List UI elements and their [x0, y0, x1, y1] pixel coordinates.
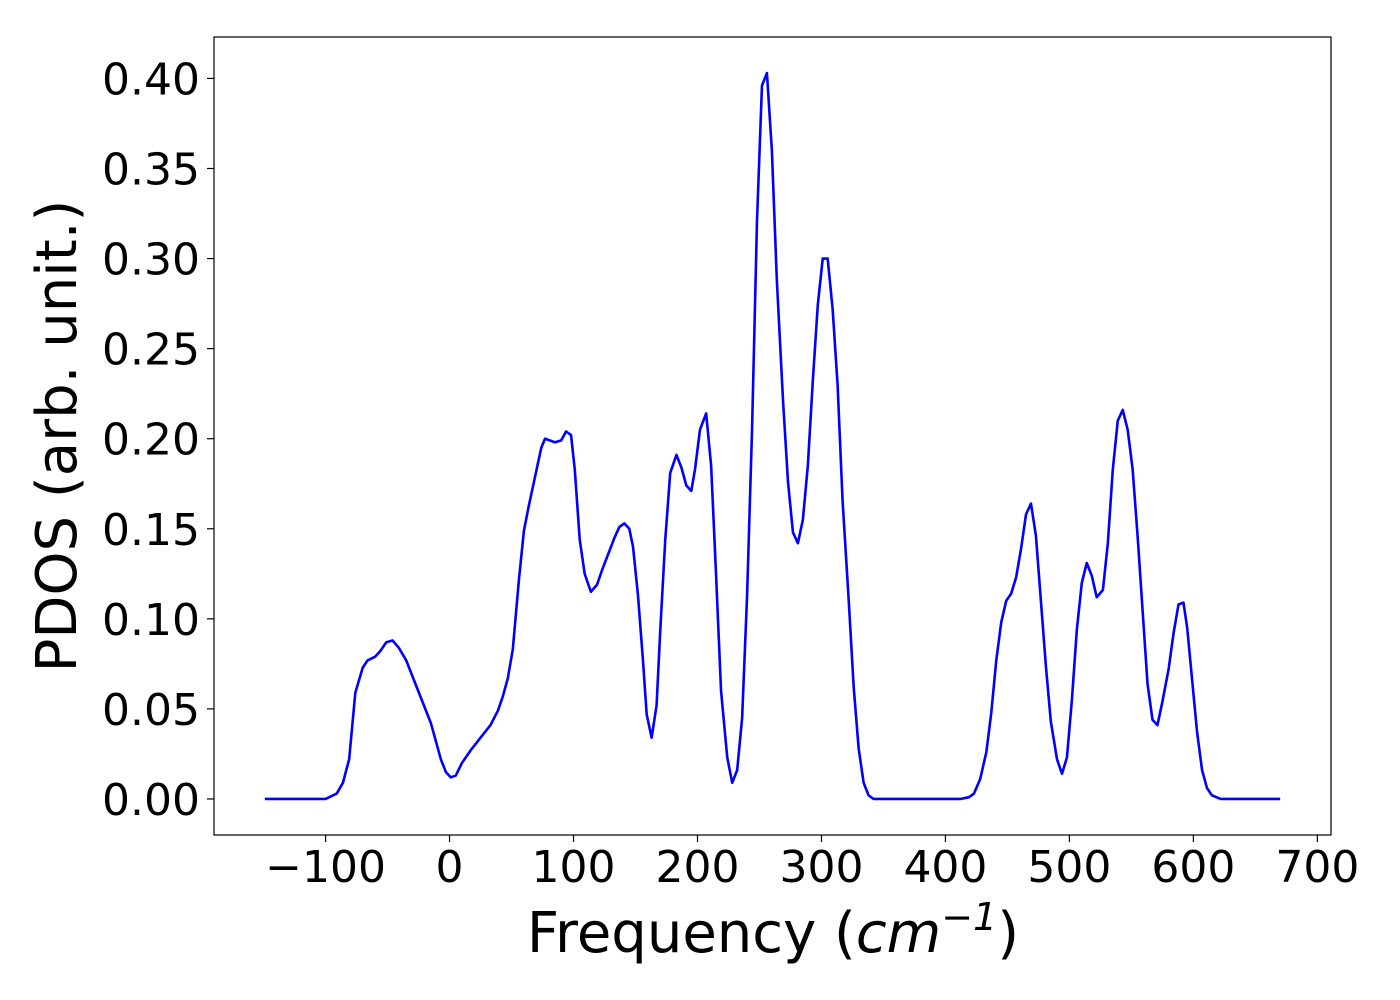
x-axis-label-exponent: −1	[941, 895, 997, 939]
y-tick-label: 0.35	[102, 144, 200, 195]
x-tick-label: 600	[1151, 842, 1235, 893]
y-tick-label: 0.25	[102, 325, 200, 376]
y-tick-label: 0.40	[102, 54, 200, 105]
y-tick-label: 0.30	[102, 235, 200, 286]
x-axis-label-prefix: Frequency (	[527, 901, 856, 966]
x-tick-label: 0	[436, 842, 464, 893]
y-tick-label: 0.05	[102, 685, 200, 736]
x-tick-label: 100	[532, 842, 616, 893]
x-axis-label-suffix: )	[997, 901, 1019, 966]
y-axis-label: PDOS (arb. unit.)	[25, 200, 90, 673]
x-axis-label-unit: cm	[856, 901, 941, 966]
x-tick-label: 700	[1275, 842, 1359, 893]
x-tick-label: 300	[779, 842, 863, 893]
x-axis-label: Frequency (cm−1)	[527, 895, 1019, 966]
x-tick-label: 400	[903, 842, 987, 893]
y-tick-label: 0.15	[102, 505, 200, 556]
x-tick-label: −100	[265, 842, 386, 893]
y-tick-label: 0.10	[102, 595, 200, 646]
y-tick-label: 0.00	[102, 775, 200, 826]
line-series	[264, 71, 1281, 801]
x-tick-label: 200	[656, 842, 740, 893]
x-tick-label: 500	[1027, 842, 1111, 893]
plot-frame	[213, 36, 1332, 836]
y-tick-label: 0.20	[102, 415, 200, 466]
